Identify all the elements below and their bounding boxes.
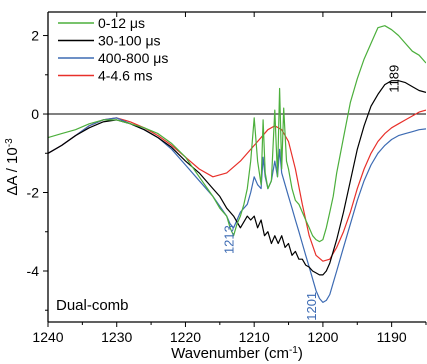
x-tick-label: 1210 [239, 329, 270, 345]
y-tick-label: -2 [27, 185, 40, 201]
annotation-label: 1189 [387, 65, 402, 93]
x-tick-label: 1230 [101, 329, 132, 345]
plot-area [48, 25, 426, 303]
x-tick-label: 1200 [307, 329, 338, 345]
y-tick-label: 0 [31, 106, 39, 122]
x-axis-label: Wavenumber (cm-1) [171, 345, 303, 363]
legend-label: 400-800 μs [98, 50, 168, 66]
annotation-label: 1213 [222, 225, 237, 254]
x-tick-label: 1190 [377, 329, 407, 345]
y-tick-label: 2 [31, 28, 39, 44]
series-line-4 [48, 109, 426, 262]
y-tick-label: -4 [27, 263, 40, 279]
series-line-3 [48, 117, 426, 303]
x-axis-label-close: ) [298, 345, 303, 362]
axis-labels: Wavenumber (cm-1) ΔA / 10-3 [4, 138, 303, 362]
y-axis-label: ΔA / 10-3 [4, 138, 22, 196]
inner-label: Dual-comb [56, 297, 129, 314]
axes: 1240 1230 1220 1210 1200 1190 2 0 -2 -4 [27, 11, 427, 345]
series-line-1 [48, 25, 426, 243]
annotation-label: 1201 [304, 292, 319, 321]
x-tick-label: 1220 [170, 329, 201, 345]
x-axis-label-sup: -1 [289, 345, 298, 356]
legend-label: 0-12 μs [98, 15, 145, 31]
y-axis-label-sup: -3 [4, 138, 15, 147]
series-line-2 [48, 80, 426, 276]
legend-label: 4-4.6 ms [98, 68, 152, 84]
x-tick-label: 1240 [32, 329, 63, 345]
legend-label: 30-100 μs [98, 33, 161, 49]
